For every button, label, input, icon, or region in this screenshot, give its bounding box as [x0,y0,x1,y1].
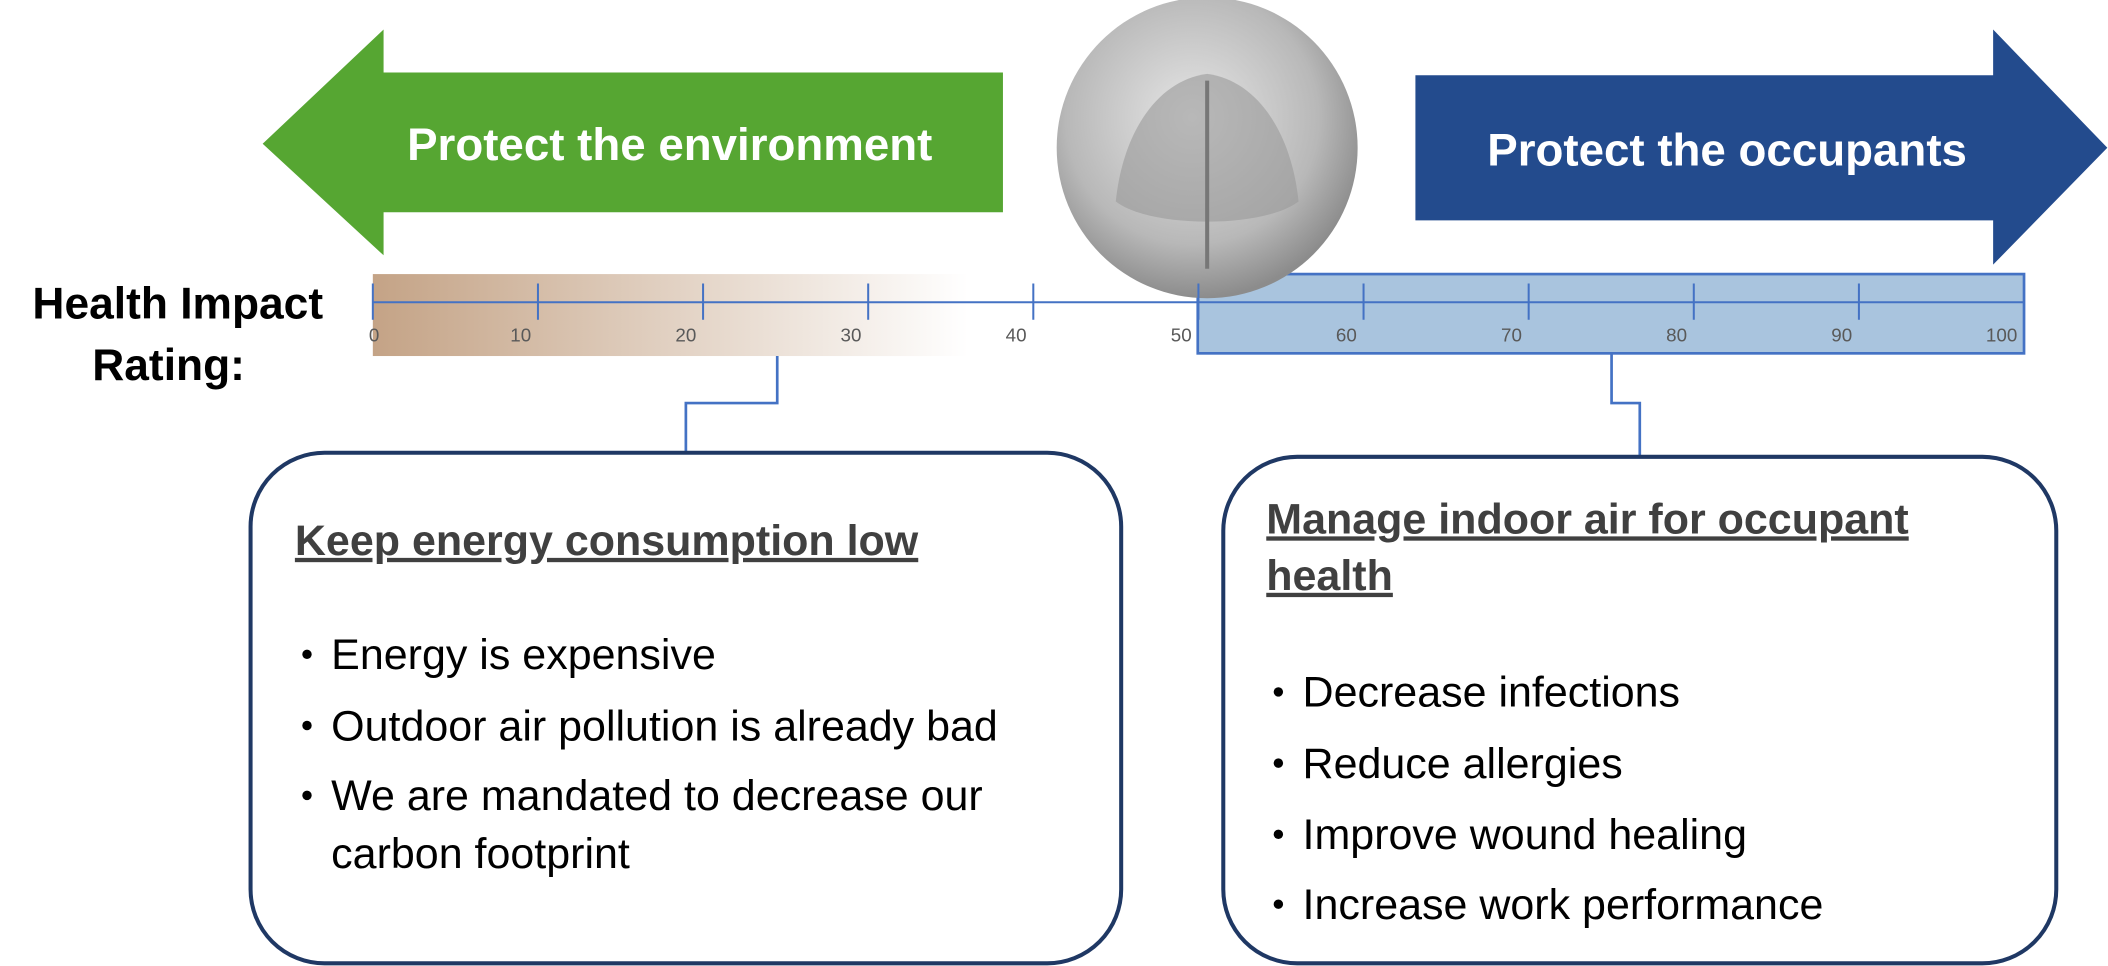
box-title: Manage indoor air for occupant [1266,495,1908,543]
tick-label: 10 [510,324,531,345]
rating-label: Health Impact [32,279,323,328]
tick-label: 30 [841,324,862,345]
page: Protect the environment Protect the occu… [0,0,2108,966]
bullet-dot [1274,687,1283,696]
rating-label: Rating: [92,341,245,390]
tick-label: 0 [369,324,379,345]
bullet-dot [1274,899,1283,908]
janus-coin [1057,0,1358,298]
box-title: Keep energy consumption low [295,517,919,565]
bullet-text: We are mandated to decrease our [331,772,983,820]
connector [1612,353,1640,456]
bullet-dot [1274,758,1283,767]
tick-label: 80 [1666,324,1687,345]
occupant-zone [1198,274,2024,353]
bullet-dot [302,791,311,800]
connector [686,356,777,453]
tick-label: 20 [675,324,696,345]
bullet-dot [302,650,311,659]
environment-zone [373,274,968,356]
bullet-text: Reduce allergies [1303,740,1623,788]
tick-label: 40 [1006,324,1027,345]
bullet-text: Increase work performance [1303,881,1824,929]
tick-label: 70 [1501,324,1522,345]
tick-label: 100 [1986,324,2017,345]
tick-label: 60 [1336,324,1357,345]
bullet-text: Decrease infections [1303,669,1681,717]
bullet-text: Improve wound healing [1303,811,1747,859]
box-title: health [1266,552,1393,600]
tick-label: 50 [1171,324,1192,345]
bullet-text: carbon footprint [331,830,630,878]
right-arrow-label: Protect the occupants [1487,124,1967,175]
tick-label: 90 [1831,324,1852,345]
bullet-text: Outdoor air pollution is already bad [331,702,998,750]
bullet-dot [302,721,311,730]
left-arrow-label: Protect the environment [407,119,932,170]
bullet-text: Energy is expensive [331,631,716,679]
bullet-dot [1274,830,1283,839]
